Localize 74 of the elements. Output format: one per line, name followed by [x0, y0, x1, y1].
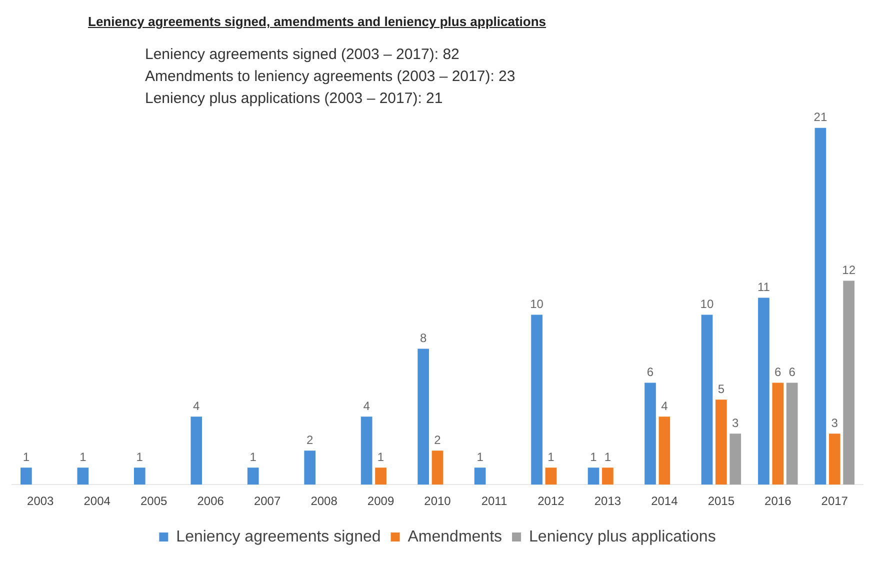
bar	[602, 468, 614, 485]
data-label: 21	[814, 110, 828, 124]
bar	[588, 468, 600, 485]
x-tick-label: 2010	[424, 494, 452, 508]
bar	[786, 382, 798, 485]
x-tick-label: 2012	[538, 494, 565, 508]
data-label: 1	[476, 450, 484, 464]
data-label: 6	[646, 365, 654, 380]
data-label: 11	[757, 280, 770, 294]
bar	[758, 298, 770, 485]
x-tick-label: 2005	[140, 494, 168, 508]
x-tick-label: 2007	[254, 494, 281, 508]
data-label: 8	[420, 331, 427, 346]
data-label: 2	[434, 432, 442, 447]
data-label: 1	[80, 450, 87, 464]
data-label: 4	[661, 398, 668, 413]
bar	[545, 468, 557, 485]
bar	[772, 382, 784, 485]
x-tick-label: 2015	[708, 494, 735, 508]
data-label: 1	[22, 450, 30, 464]
bar	[658, 416, 670, 485]
bar	[814, 128, 826, 485]
data-label: 10	[700, 297, 714, 312]
data-label: 10	[530, 297, 544, 312]
bar	[730, 434, 742, 485]
bar	[77, 468, 89, 485]
data-label: 1	[590, 450, 598, 464]
x-tick-label: 2016	[764, 494, 792, 508]
data-label: 1	[377, 450, 384, 464]
x-tick-label: 2006	[197, 494, 224, 508]
bar	[715, 400, 727, 485]
bar	[304, 450, 316, 485]
bar	[701, 314, 713, 485]
bar	[360, 416, 372, 485]
text: Leniency plus applications (2003 – 2017): 21	[145, 89, 444, 109]
text: Leniency agreements signed (2003 – 2017): 82	[145, 45, 460, 65]
data-label: 2	[306, 432, 314, 447]
data-label: 1	[250, 450, 257, 464]
data-label: 1	[604, 450, 612, 464]
x-tick-label: 2013	[594, 494, 622, 508]
x-tick-label: 2014	[651, 494, 678, 508]
x-tick-label: 2003	[27, 494, 54, 508]
bar	[843, 280, 854, 485]
x-tick-label: 2004	[84, 494, 111, 508]
bar	[134, 468, 146, 485]
data-label: 3	[732, 416, 740, 430]
data-label: 3	[831, 416, 838, 430]
bar	[247, 468, 259, 485]
chart-title: Leniency agreements signed, amendments and leniency plus applications	[88, 14, 546, 29]
bar	[644, 382, 656, 485]
bar	[190, 416, 202, 485]
text: Amendments to leniency agreements (2003 – 2017): 23	[145, 67, 516, 87]
x-tick-label: 2017	[821, 494, 848, 508]
bar	[474, 468, 486, 485]
bar	[418, 348, 429, 485]
data-label: 1	[548, 450, 555, 464]
legend-label: Amendments	[408, 528, 502, 546]
bar	[20, 468, 32, 485]
x-tick-label: 2008	[310, 494, 338, 508]
bar	[828, 434, 840, 485]
data-label: 6	[788, 365, 796, 380]
x-tick-label: 2009	[367, 494, 394, 508]
data-label: 4	[193, 398, 200, 413]
data-label: 6	[774, 365, 782, 380]
data-label: 5	[718, 382, 725, 396]
x-tick-label: 2011	[481, 494, 508, 508]
bar	[432, 450, 444, 485]
bar	[375, 468, 386, 485]
bar	[531, 314, 542, 485]
legend-label: Leniency agreements signed	[176, 528, 381, 546]
data-label: 1	[136, 450, 144, 464]
data-label: 12	[842, 263, 856, 278]
legend-label: Leniency plus applications	[529, 528, 716, 546]
data-label: 4	[363, 398, 370, 413]
